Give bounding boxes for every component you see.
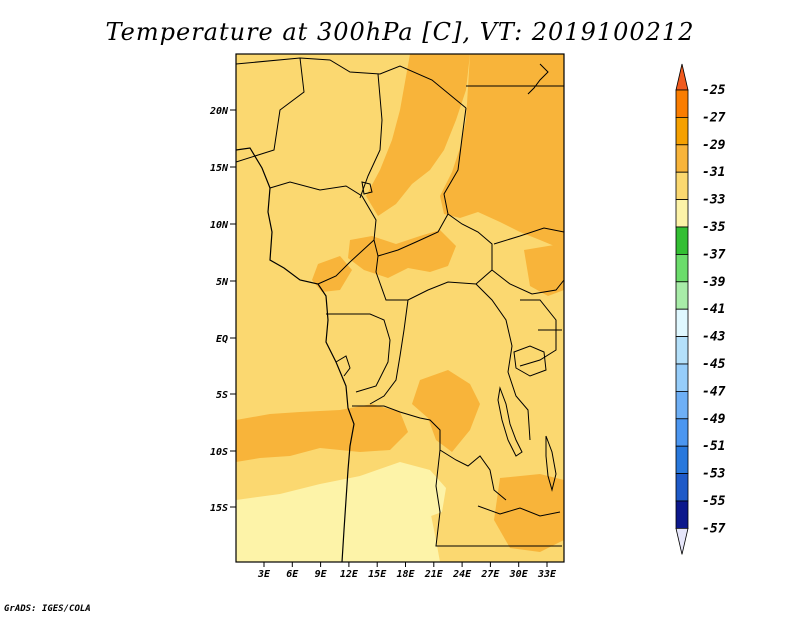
x-tick-label: 24E [452,569,472,580]
fill-warm-southeast [494,474,564,552]
x-tick-label: 15E [368,569,387,580]
y-tick-label: 5N [216,277,229,288]
colorbar-label: -31 [702,165,725,180]
colorbar-swatch [675,390,689,420]
x-tick-label: 27E [480,569,500,580]
colorbar-label: -55 [702,494,726,509]
colorbar-swatch [675,253,689,283]
colorbar-legend: -25 -27 -29 -31 -33 -35 -37 -39 -41 -43 -45 -47 -49 -… [675,63,726,555]
y-tick-label: 15N [210,163,229,174]
colorbar-label: -53 [702,467,726,482]
fill-warm-east-mid [524,244,564,296]
y-tick-label: 5S [216,390,228,401]
country-borders [236,57,564,562]
fill-warm-northeast [440,54,564,250]
x-tick-label: 33E [537,569,557,580]
chart-title: Temperature at 300hPa [C], VT: 201910021… [105,18,695,46]
x-tick-label: 21E [424,569,444,580]
x-tick-label: 3E [257,569,271,580]
y-tick-label: 20N [209,106,229,117]
y-axis: 20N 15N 10N 5N EQ 5S 10S 15S [209,106,236,514]
border-zambia-south [477,505,561,517]
colorbar-label: -47 [702,384,726,399]
x-tick-label: 30E [509,569,529,580]
x-tick-label: 9E [315,569,328,580]
border-uganda-kenya [519,299,557,367]
border-sudan-east [493,227,564,245]
y-tick-label: 10N [210,220,229,231]
x-tick-label: 6E [286,569,299,580]
lake-victoria [513,345,547,377]
credit-label: GrADS: IGES/COLA [4,604,91,614]
y-tick-label: 10S [210,447,228,458]
colorbar-label: -25 [702,83,726,98]
lake-malawi [545,435,557,492]
colorbar-swatch [675,418,689,447]
colorbar-swatch [675,199,689,228]
lake-chad [361,181,373,195]
colorbar-swatch [675,473,689,502]
colorbar-label: -37 [702,247,726,262]
colorbar-swatch [675,144,689,173]
lake-tanganyika [497,386,523,457]
cabinda-border [335,355,351,377]
border-cameroon-gabon [326,313,391,393]
colorbar-label: -57 [702,521,726,536]
border-drc-east [475,283,531,441]
x-tick-label: 12E [340,569,359,580]
colorbar-swatch [675,89,689,118]
colorbar-swatch [675,226,689,255]
border-congo-drc [369,299,409,405]
colorbar-label: -29 [702,138,726,153]
fill-warm-congo-south [412,370,480,452]
colorbar-label: -51 [702,439,725,454]
colorbar-swatch [675,117,689,146]
map-frame [235,53,565,563]
map-fill-layer [236,54,564,562]
border-car [375,213,493,301]
border-south-sudan [491,269,564,295]
border-chad-sudan [373,107,467,257]
colorbar-label: -49 [702,412,726,427]
fill-warm-cameroon [312,256,352,292]
colorbar-label: -33 [702,193,726,208]
colorbar-label: -43 [702,330,726,345]
fill-warm-angola-band [236,404,408,462]
colorbar-swatch [675,281,689,310]
fill-warm-north-band [366,54,470,216]
colorbar-label: -39 [702,275,726,290]
colorbar-swatch [675,171,689,200]
colorbar-arrow-bottom [675,528,689,555]
colorbar-swatch [675,445,689,475]
colorbar-label: -35 [702,220,726,235]
colorbar-label: -27 [702,110,726,125]
x-tick-label: 18E [396,569,415,580]
colorbar-label: -45 [702,357,726,372]
colorbar-swatch [675,308,689,338]
border-sahara-1 [236,57,467,109]
y-tick-label: EQ [216,334,228,345]
red-sea-coast [527,63,549,95]
colorbar-swatch [675,363,689,392]
x-axis: 3E 6E 9E 12E 15E 18E 21E 24E 27E 30E 33E [257,562,557,580]
coastline-west [236,147,355,562]
y-tick-label: 15S [210,503,228,514]
colorbar-swatch [675,500,689,529]
fill-cool-south-lobe [360,462,446,520]
border-angola-zambia [435,449,562,547]
border-nigeria [269,181,377,285]
colorbar-label: -41 [702,302,725,317]
border-sahara-2 [236,57,305,163]
colorbar-arrow-top [675,63,689,91]
colorbar-swatch [675,336,689,365]
